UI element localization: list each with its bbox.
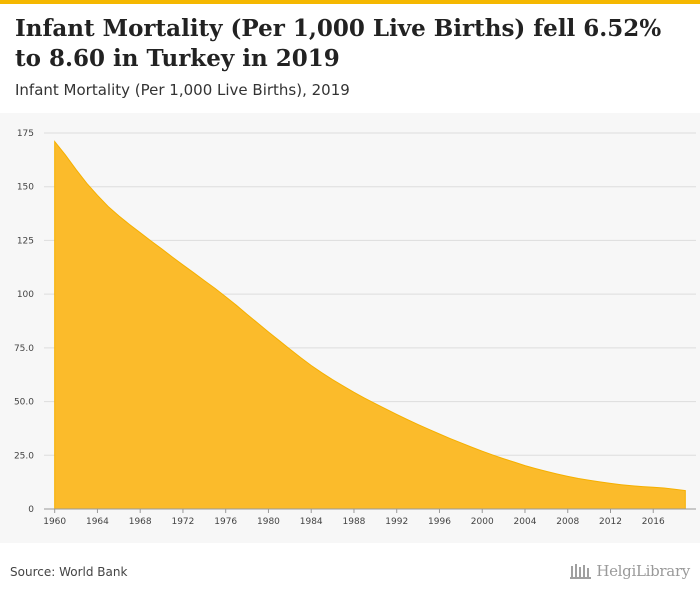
x-tick-label: 1964 bbox=[86, 517, 109, 527]
x-tick-label: 1972 bbox=[171, 517, 194, 527]
x-tick-label: 1976 bbox=[214, 517, 237, 527]
x-tick-label: 1996 bbox=[428, 517, 451, 527]
axes: 0 25.0 50.0 75.0 100 125 150 175 1960 1964 1968 197… bbox=[14, 129, 696, 527]
y-tick-label: 25.0 bbox=[14, 451, 34, 461]
y-tick-label: 50.0 bbox=[14, 398, 34, 408]
helgi-library-logo: HelgiLibrary bbox=[570, 562, 690, 580]
x-tick-label: 2004 bbox=[514, 517, 537, 527]
y-tick-label: 125 bbox=[17, 236, 34, 246]
area-series-fill bbox=[54, 140, 686, 510]
logo-text: HelgiLibrary bbox=[596, 562, 690, 580]
x-tick-label: 2016 bbox=[642, 517, 665, 527]
x-tick-label: 1968 bbox=[129, 517, 152, 527]
x-tick-label: 1992 bbox=[385, 517, 408, 527]
chart-title: Infant Mortality (Per 1,000 Live Births)… bbox=[15, 15, 662, 72]
x-tick-label: 2008 bbox=[556, 517, 579, 527]
x-tick-label: 1980 bbox=[257, 517, 280, 527]
y-tick-label: 75.0 bbox=[14, 344, 34, 354]
x-tick-label: 1984 bbox=[300, 517, 323, 527]
y-tick-label: 150 bbox=[17, 183, 34, 193]
x-tick-label: 2000 bbox=[471, 517, 494, 527]
top-accent-bar bbox=[0, 0, 700, 4]
y-tick-label: 175 bbox=[17, 129, 34, 139]
area-series bbox=[54, 140, 686, 510]
area-chart: 0 25.0 50.0 75.0 100 125 150 175 1960 1964 1968 197… bbox=[14, 129, 696, 527]
y-tick-label: 100 bbox=[17, 290, 34, 300]
x-tick-label: 1988 bbox=[343, 517, 366, 527]
source-note: Source: World Bank bbox=[10, 565, 128, 579]
chart-subtitle: Infant Mortality (Per 1,000 Live Births)… bbox=[15, 81, 350, 99]
x-tick-label: 2012 bbox=[599, 517, 622, 527]
x-tick-label: 1960 bbox=[43, 517, 66, 527]
y-tick-label: 0 bbox=[28, 505, 34, 515]
library-columns-icon bbox=[570, 564, 592, 579]
